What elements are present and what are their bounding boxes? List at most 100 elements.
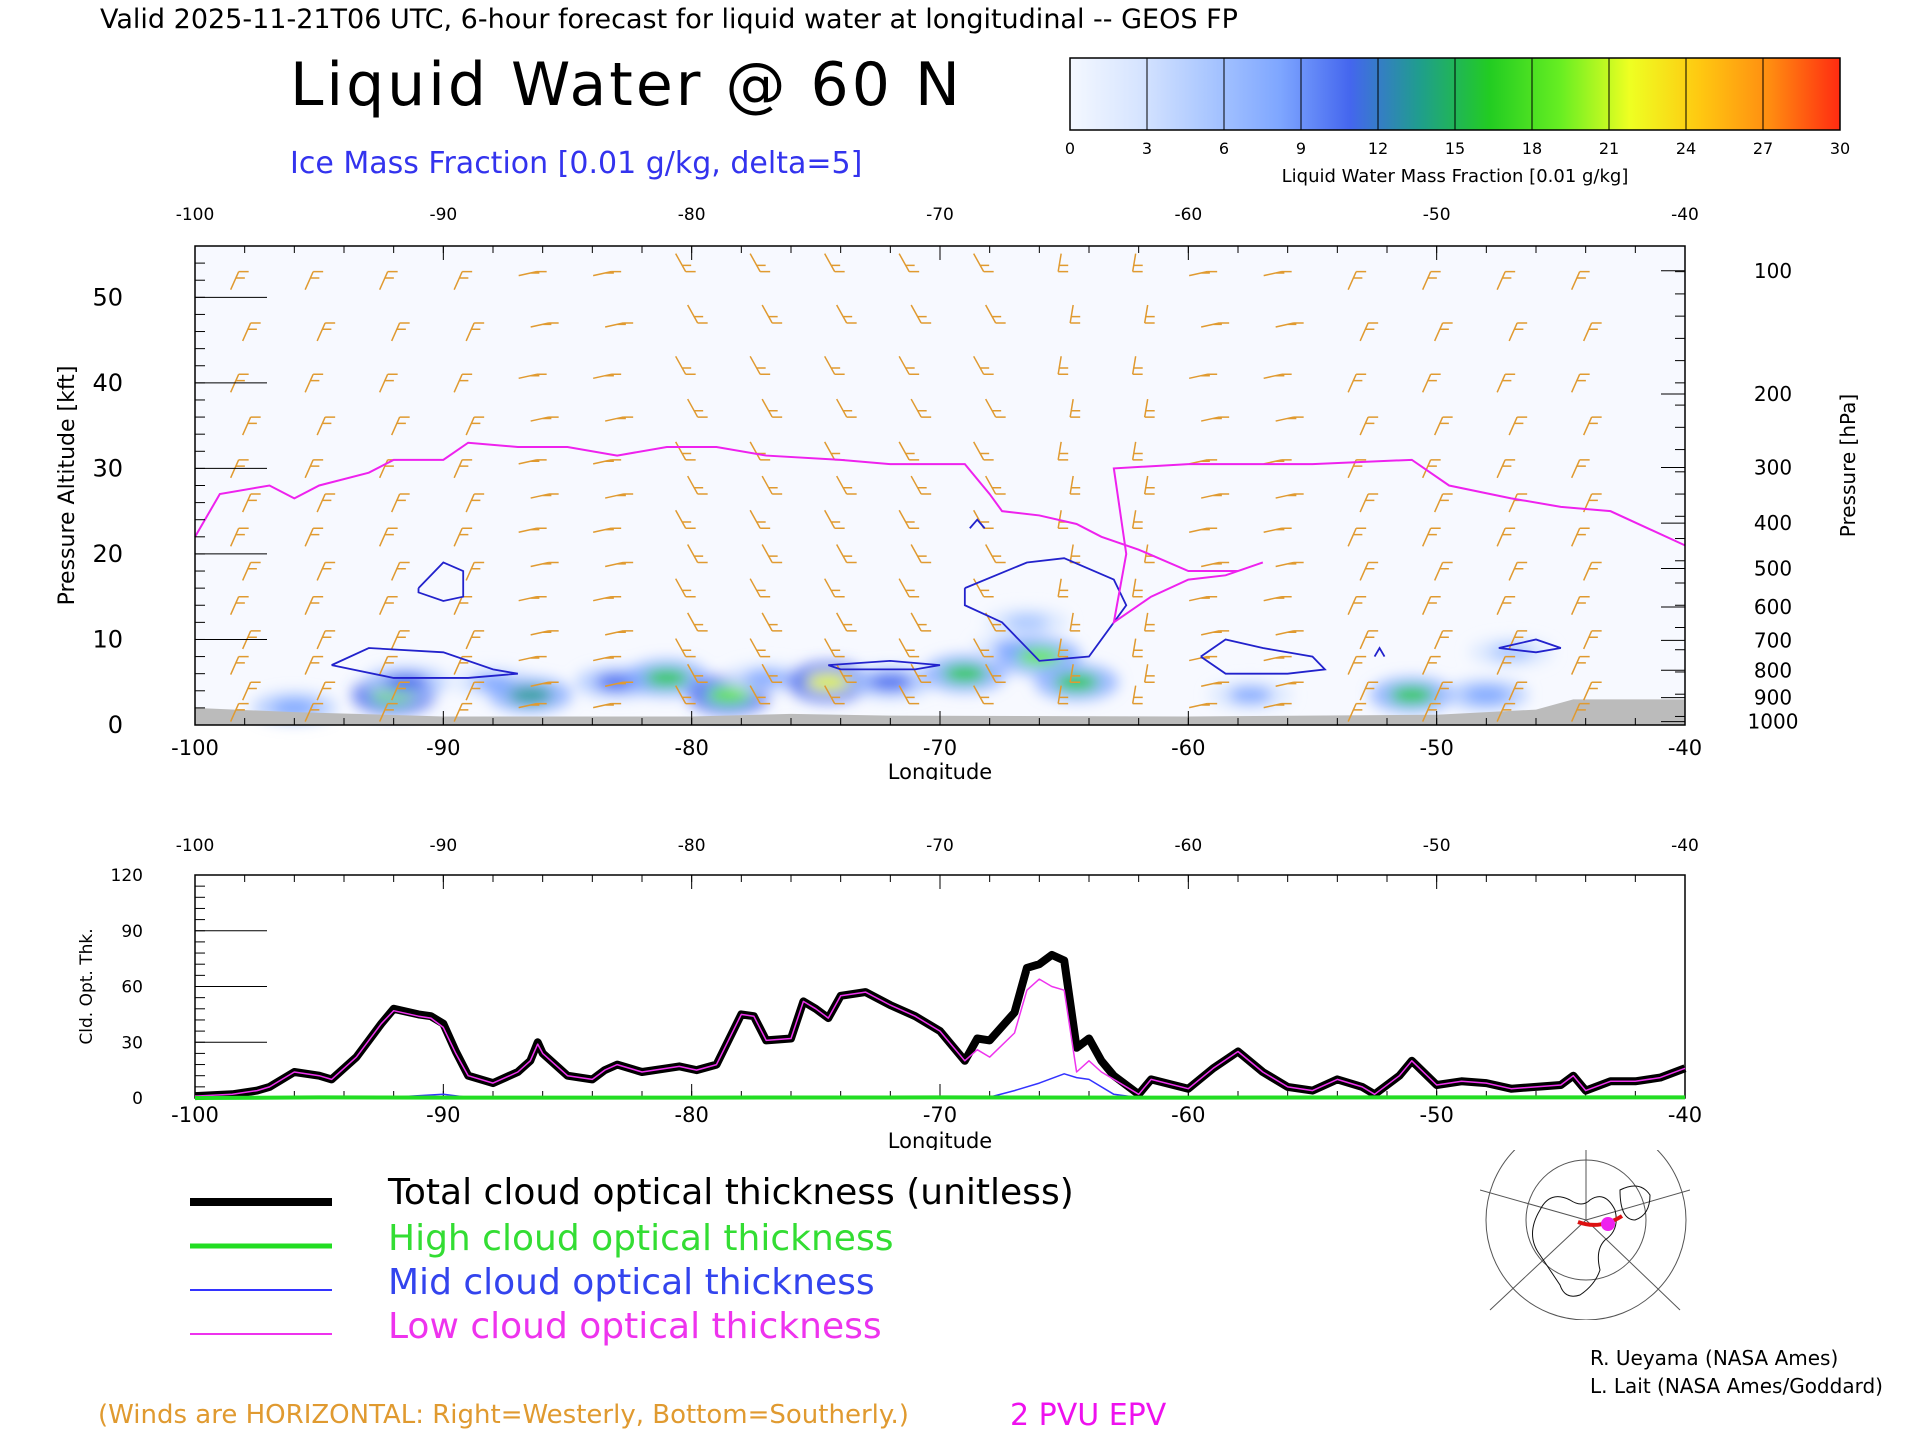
wind-barb	[836, 304, 857, 324]
wind-barb	[304, 270, 324, 290]
wind-barb	[1359, 681, 1379, 701]
wind-barb	[985, 544, 1006, 564]
wind-barb	[910, 475, 932, 495]
wind-barb	[1201, 416, 1230, 422]
wind-barb	[1359, 322, 1379, 342]
wind-barb	[910, 544, 932, 564]
wind-barb	[390, 416, 410, 436]
wind-barb	[973, 355, 994, 376]
wind-barb	[1347, 373, 1367, 393]
wind-barb	[761, 612, 783, 632]
y-tick-label: 30	[92, 454, 123, 482]
wind-barb	[1433, 416, 1453, 436]
wind-barb	[1421, 595, 1441, 616]
wind-barb	[241, 561, 261, 581]
wind-barb	[1131, 441, 1143, 461]
wind-barb	[836, 475, 857, 495]
wind-barb	[1275, 493, 1304, 499]
wind-barb	[1582, 416, 1602, 436]
series-high-line	[194, 1095, 1685, 1100]
liquid-water-cross-section: -100 -100 -90 -90 -80 -80 -70 -70 -60 -60 -50 -50 -4…	[55, 205, 1860, 780]
heatmap-cell	[942, 665, 987, 682]
wind-barbs	[229, 253, 1602, 722]
wind-barb	[390, 561, 410, 581]
colorbar-tick-label: 6	[1219, 139, 1229, 158]
wind-barb	[675, 355, 696, 376]
wind-barb	[593, 527, 622, 534]
wind-barb	[824, 578, 845, 598]
wind-barb	[1359, 493, 1379, 513]
pressure-tick-label: 400	[1754, 511, 1792, 535]
wind-barb	[605, 681, 634, 687]
wind-barb	[1131, 638, 1143, 658]
wind-barb	[605, 630, 634, 636]
wind-barb	[749, 355, 771, 376]
map-location-dot	[1601, 1217, 1615, 1231]
wind-barb	[530, 322, 559, 328]
map-latitude-transect	[1577, 1214, 1624, 1227]
wind-barb	[687, 663, 708, 683]
wind-barb	[1057, 441, 1069, 461]
wind-barb	[593, 373, 622, 380]
wind-barb	[1131, 510, 1143, 530]
cot-x-tick-label-top: -40	[1671, 836, 1699, 856]
map-polar-ring	[1485, 1150, 1687, 1320]
wind-barb	[824, 685, 845, 705]
wind-barb	[1421, 655, 1441, 675]
wind-barb	[1421, 270, 1441, 290]
cot-x-tick-label-top: -60	[1174, 836, 1202, 856]
wind-barb	[1069, 475, 1081, 495]
wind-barb	[453, 270, 473, 290]
heatmap-cell	[806, 674, 851, 691]
wind-barb	[675, 578, 696, 598]
wind-barb	[910, 398, 932, 418]
wind-barb	[910, 304, 932, 324]
wind-barb	[1263, 527, 1292, 534]
wind-barb	[229, 527, 249, 547]
wind-barb	[241, 681, 261, 701]
wind-barb	[675, 253, 696, 273]
wind-barb	[1496, 527, 1516, 547]
wind-barb	[749, 509, 771, 530]
wind-barb	[1057, 685, 1069, 705]
wind-barb	[1189, 270, 1218, 277]
wind-barb	[761, 663, 783, 683]
wind-barb	[1189, 373, 1218, 380]
wind-barb	[761, 544, 783, 564]
colorbar-label: Liquid Water Mass Fraction [0.01 g/kg]	[1281, 166, 1629, 187]
wind-barb	[973, 578, 994, 598]
credit-author-1: R. Ueyama (NASA Ames)	[1590, 1346, 1839, 1370]
wind-barb	[1570, 595, 1590, 616]
wind-barb	[1201, 681, 1230, 687]
legend-low-label: Low cloud optical thickness	[388, 1306, 882, 1347]
wind-barb	[1496, 270, 1516, 290]
cot-x-tick-label-top: -100	[176, 836, 215, 856]
wind-barb	[605, 416, 634, 422]
x-tick-label: -90	[426, 736, 460, 760]
pressure-tick-label: 1000	[1748, 710, 1799, 734]
wind-barb	[316, 322, 336, 342]
wind-barb	[518, 595, 547, 602]
wind-barb	[1263, 702, 1292, 709]
wind-barb	[1570, 702, 1590, 722]
wind-barb	[687, 475, 708, 495]
wind-barb	[1069, 398, 1081, 418]
wind-barb	[453, 527, 473, 547]
wind-barb	[761, 304, 783, 324]
wind-barb	[229, 270, 249, 290]
wind-barb	[675, 441, 696, 461]
wind-barb	[761, 475, 783, 495]
wind-barb	[1143, 664, 1155, 683]
wind-barb	[593, 459, 622, 465]
wind-barb	[530, 630, 559, 636]
x-tick-label: -100	[171, 736, 219, 760]
y-tick-label: 50	[92, 283, 123, 311]
wind-barb	[229, 655, 249, 675]
wind-barb	[687, 398, 708, 418]
wind-barb	[241, 493, 261, 513]
wind-barb	[898, 355, 920, 376]
colorbar-tick-label: 12	[1368, 139, 1388, 158]
wind-barb	[1189, 595, 1218, 602]
pressure-tick-label: 900	[1754, 686, 1792, 710]
wind-barb	[910, 612, 932, 632]
